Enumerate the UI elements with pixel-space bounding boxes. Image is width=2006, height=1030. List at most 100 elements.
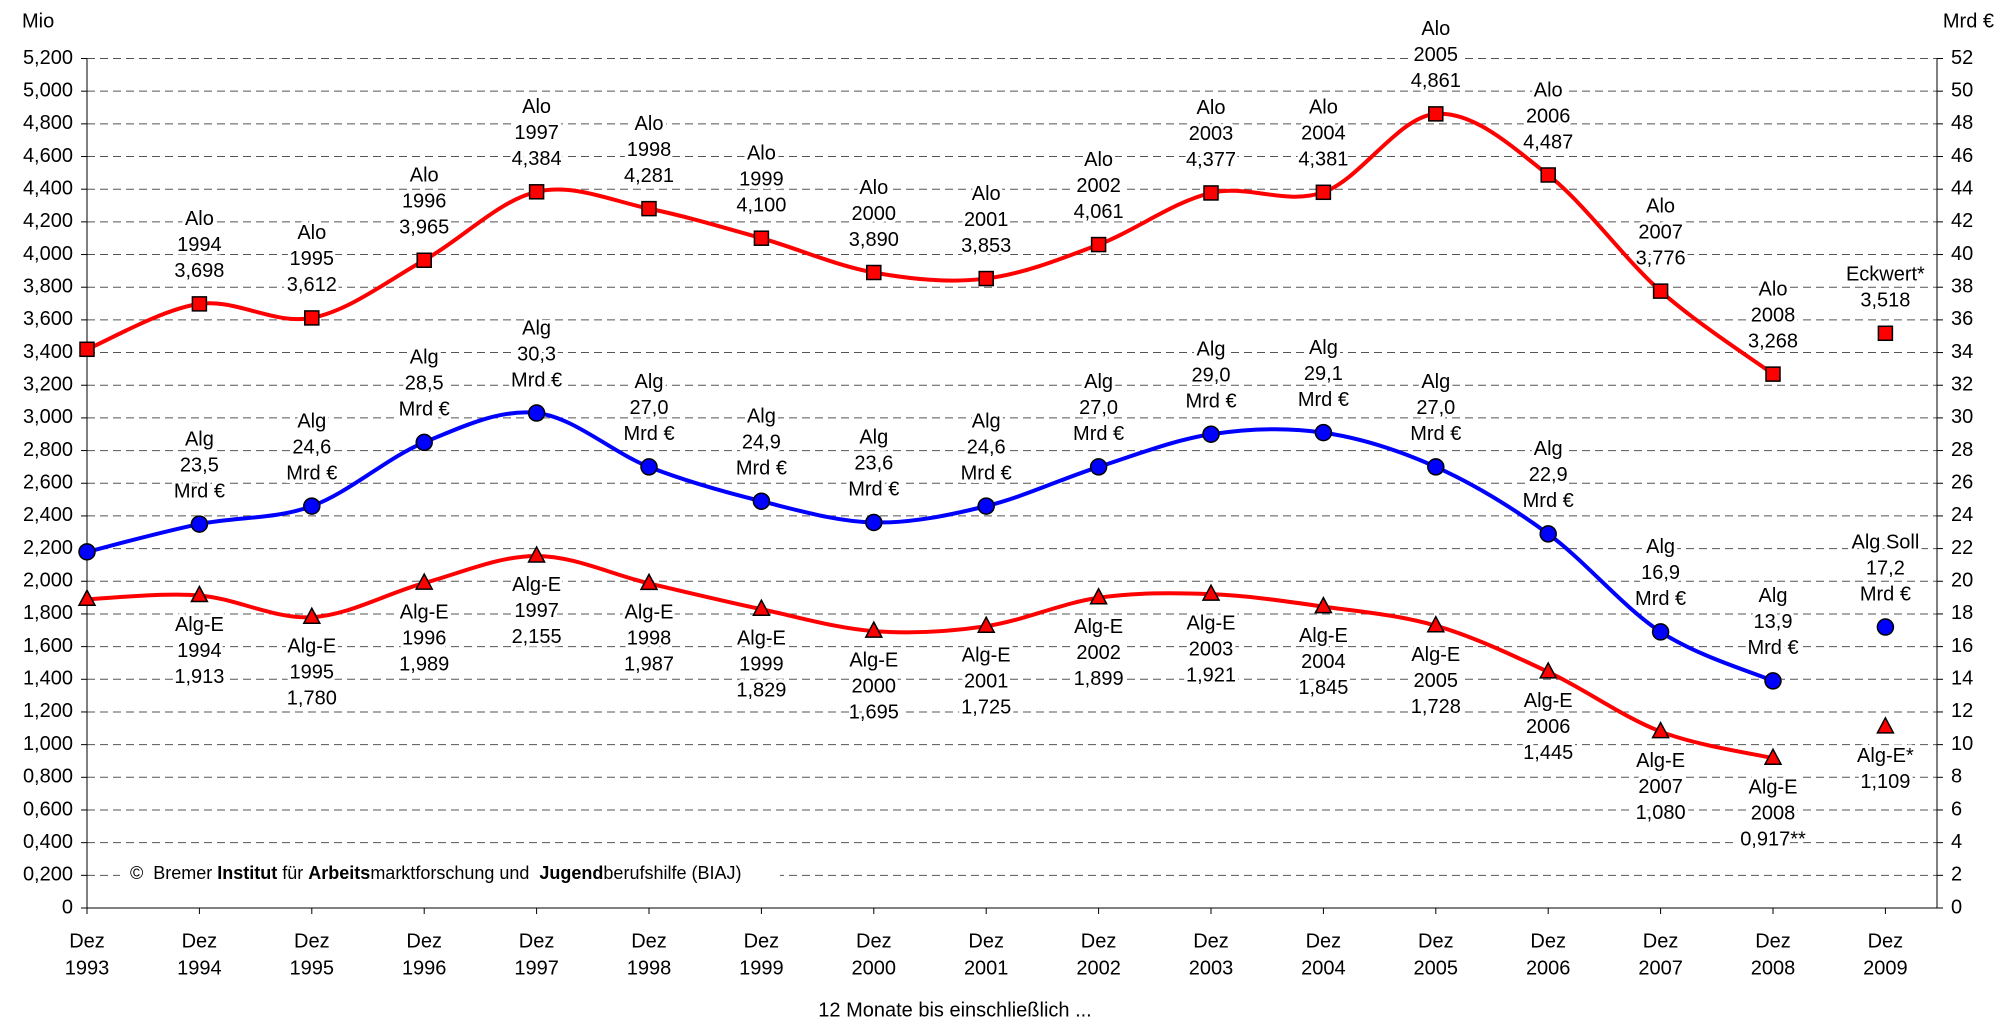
data-label: 28,5 xyxy=(405,373,444,395)
data-label: 2008 xyxy=(1751,304,1796,326)
marker-square xyxy=(753,230,770,246)
data-label: Mrd € xyxy=(736,458,787,480)
x-tick-label: Dez xyxy=(631,930,667,952)
data-label: 1999 xyxy=(739,168,784,190)
marker-triangle xyxy=(1089,587,1108,605)
data-label: 2003 xyxy=(1189,123,1234,145)
y2-tick-label: 38 xyxy=(1951,275,1973,297)
data-label: Alg-E* xyxy=(1857,745,1914,767)
data-label: 1998 xyxy=(627,139,672,161)
data-label: Mrd € xyxy=(1185,391,1236,413)
x-tick-label: Dez xyxy=(1193,930,1229,952)
x-tick-label: 2003 xyxy=(1189,957,1234,979)
data-label: Alg xyxy=(1197,339,1226,361)
y2-tick-label: 24 xyxy=(1951,504,1973,526)
y-tick-label: 4,600 xyxy=(23,145,73,167)
marker-square xyxy=(866,264,882,281)
data-label: 2000 xyxy=(852,203,897,225)
data-label: Alg xyxy=(1759,585,1788,607)
data-label: 2003 xyxy=(1189,638,1234,660)
y-axis-label: Mio xyxy=(22,10,54,32)
data-label: 1,989 xyxy=(399,653,449,675)
data-label: Alg-E xyxy=(287,635,336,657)
y-tick-label: 2,400 xyxy=(23,504,73,526)
data-label: 16,9 xyxy=(1641,562,1680,584)
data-label: 0,917** xyxy=(1740,828,1806,850)
data-label: 1994 xyxy=(177,234,222,256)
data-label: Alo xyxy=(185,208,214,230)
marker-circle xyxy=(865,513,883,532)
data-label: Mrd € xyxy=(1298,389,1349,411)
data-label: Alo xyxy=(297,222,326,244)
data-label: 1,728 xyxy=(1411,696,1461,718)
data-label: Alg-E xyxy=(1749,776,1798,798)
marker-circle xyxy=(640,458,658,476)
marker-circle xyxy=(415,433,433,452)
data-label: Alo xyxy=(972,183,1001,205)
y2-axis-label: Mrd € xyxy=(1943,10,1994,32)
marker-circle xyxy=(1539,525,1557,543)
data-label: 4,487 xyxy=(1523,131,1573,153)
data-label: Mrd € xyxy=(1747,637,1798,659)
data-label: 3,776 xyxy=(1636,247,1686,269)
data-label: 1,780 xyxy=(287,687,337,709)
data-label: 24,9 xyxy=(742,432,781,454)
x-tick-label: Dez xyxy=(1418,930,1454,952)
x-tick-label: 2008 xyxy=(1751,957,1796,979)
series-line xyxy=(86,410,1774,683)
data-label: 4,377 xyxy=(1186,149,1236,171)
x-tick-label: 1994 xyxy=(177,957,222,979)
data-label: Mrd € xyxy=(848,479,899,501)
marker-square xyxy=(1090,236,1107,253)
data-label: 17,2 xyxy=(1866,557,1905,579)
data-label: 1996 xyxy=(402,191,447,213)
data-label: 1,913 xyxy=(174,666,224,688)
marker-circle xyxy=(1314,423,1333,442)
data-label: 22,9 xyxy=(1529,464,1568,486)
x-tick-label: Dez xyxy=(69,930,105,952)
y2-tick-label: 2 xyxy=(1951,864,1962,886)
data-label: Alo xyxy=(1646,195,1675,217)
data-label: Alg xyxy=(1421,371,1450,393)
marker-triangle xyxy=(864,620,884,638)
data-label: Alg-E xyxy=(1299,625,1348,647)
data-label: Mrd € xyxy=(286,462,337,484)
y-tick-label: 1,000 xyxy=(23,733,73,755)
marker-circle xyxy=(78,543,96,561)
data-label: Alg xyxy=(297,410,326,432)
y2-tick-label: 46 xyxy=(1951,145,1973,167)
y2-tick-label: 42 xyxy=(1951,210,1973,232)
data-label: 27,0 xyxy=(1079,397,1118,419)
y-tick-label: 3,400 xyxy=(23,341,73,363)
x-axis-label: 12 Monate bis einschließlich ... xyxy=(818,999,1091,1021)
annotation-part: marktforschung und xyxy=(370,863,539,883)
data-label: Alg xyxy=(522,317,551,339)
marker-square xyxy=(191,296,208,312)
data-label: 1,829 xyxy=(736,679,786,701)
x-tick-label: 2000 xyxy=(852,957,897,979)
y2-tick-label: 6 xyxy=(1951,798,1962,820)
y-tick-label: 0,800 xyxy=(23,766,73,788)
y2-tick-label: 18 xyxy=(1951,602,1973,624)
data-label: 1997 xyxy=(514,122,559,144)
data-label: Alg xyxy=(185,428,214,450)
data-label: 3,612 xyxy=(287,274,337,296)
y-tick-label: 3,200 xyxy=(23,374,73,396)
marker-circle xyxy=(303,497,321,515)
data-label: Alo xyxy=(1084,149,1113,171)
marker-square xyxy=(1315,184,1332,201)
data-label: 2005 xyxy=(1414,670,1459,692)
y2-tick-label: 4 xyxy=(1951,831,1962,853)
data-label: 24,6 xyxy=(292,436,331,458)
y2-tick-label: 48 xyxy=(1951,112,1973,134)
x-tick-label: 1993 xyxy=(65,957,110,979)
data-label: Mrd € xyxy=(1635,588,1686,610)
data-label: Alg-E xyxy=(175,614,224,636)
marker-triangle xyxy=(77,588,97,606)
marker-square xyxy=(1428,106,1444,122)
data-label: 3,853 xyxy=(961,235,1011,257)
data-label: 2001 xyxy=(964,209,1009,231)
data-label: 2004 xyxy=(1301,651,1346,673)
data-label: Alg xyxy=(1084,371,1113,393)
